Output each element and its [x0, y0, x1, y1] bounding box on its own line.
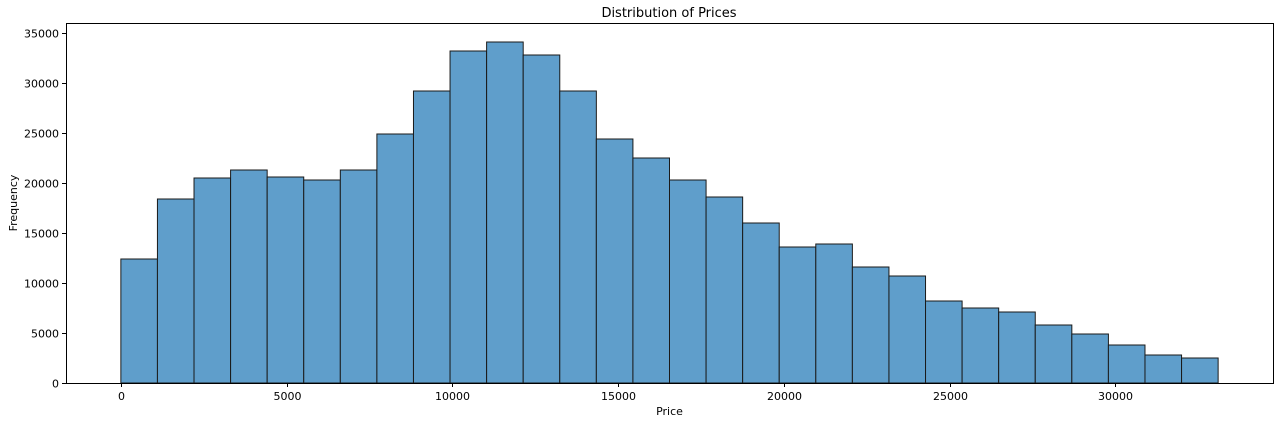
y-tick-label: 0 [52, 378, 59, 391]
y-tick-label: 10000 [24, 278, 59, 291]
histogram-bar [120, 258, 158, 384]
histogram-bar [632, 157, 671, 384]
y-tick-label: 35000 [24, 28, 59, 41]
x-tick-label: 25000 [933, 390, 968, 403]
plot-frame [66, 23, 1274, 384]
histogram-bar [851, 266, 890, 384]
histogram-bar [522, 54, 561, 384]
histogram-bar [376, 133, 414, 384]
histogram-bar [925, 300, 963, 384]
y-axis-label: Frequency [7, 174, 20, 231]
bars-group [120, 41, 1219, 384]
histogram-bar [230, 169, 268, 384]
x-tick-label: 20000 [767, 390, 802, 403]
histogram-bar [669, 179, 707, 384]
x-axis-ticks: 0 5000 10000 15000 20000 25000 30000 [118, 383, 1133, 403]
histogram-bar [778, 246, 817, 384]
histogram-bar [486, 41, 524, 384]
histogram-bar [961, 307, 1000, 384]
histogram-bar [412, 90, 451, 384]
x-tick-label: 0 [118, 390, 125, 403]
histogram-bar [888, 275, 927, 384]
x-tick-label: 30000 [1098, 390, 1133, 403]
x-tick-label: 10000 [435, 390, 470, 403]
histogram-bar [266, 176, 305, 384]
histogram-bar [595, 138, 634, 384]
y-tick-label: 5000 [31, 328, 59, 341]
y-axis-ticks: 0 5000 10000 15000 20000 25000 30000 35000 [24, 28, 66, 391]
x-tick-label: 15000 [601, 390, 636, 403]
histogram-bar [1181, 357, 1219, 384]
y-tick-label: 20000 [24, 178, 59, 191]
histogram-bar [559, 90, 597, 384]
histogram-bar [1107, 344, 1146, 384]
histogram-bar [815, 243, 853, 384]
histogram-bar [449, 50, 488, 384]
y-tick-label: 30000 [24, 78, 59, 91]
histogram-bar [705, 196, 744, 384]
histogram-bar [1071, 333, 1109, 384]
histogram-bar [156, 198, 195, 384]
histogram-bar [998, 311, 1036, 384]
histogram-bar [742, 222, 780, 384]
x-axis-label: Price [656, 405, 683, 418]
histogram-bar [193, 177, 232, 384]
y-tick-label: 15000 [24, 228, 59, 241]
chart-title: Distribution of Prices [601, 6, 736, 21]
x-tick-label: 5000 [274, 390, 302, 403]
histogram-bar [1144, 354, 1183, 384]
histogram-bar [303, 179, 341, 384]
y-tick-label: 25000 [24, 128, 59, 141]
histogram-bar [339, 169, 378, 384]
histogram-bar [1034, 324, 1073, 384]
